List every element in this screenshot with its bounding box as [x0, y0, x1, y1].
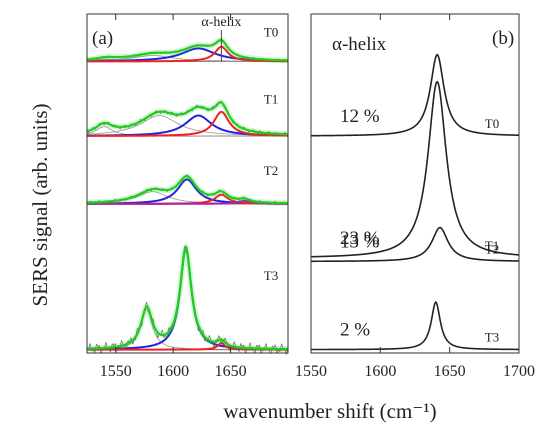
trace-label-t1: T1: [264, 92, 278, 107]
b-trace-label-t2: T2: [485, 241, 499, 256]
trace-label-t0: T0: [264, 25, 278, 40]
band-t3-1642: [87, 342, 288, 351]
panel-b-frame: [310, 13, 520, 354]
panel-b-traces: [310, 53, 520, 351]
panel-b-title: α-helix: [332, 34, 387, 55]
panel-b: 1550 1600 1650 1700 (b) α-helix T0 12 % T1 23 …: [295, 13, 535, 380]
b-trace-label-t0: T0: [485, 116, 499, 131]
b-percent-t0: 12 %: [340, 106, 380, 127]
trace-t0: [86, 37, 289, 64]
b-trace-label-t3: T3: [485, 330, 499, 345]
b-percent-t1: 23 %: [340, 228, 380, 249]
panel-a-trace-labels: T0 T1 T2 T3: [264, 25, 278, 283]
panel-a-frame: [86, 13, 289, 354]
a-tick-label-1650: 1650: [215, 363, 247, 380]
trace-t2: [86, 173, 289, 207]
b-percent-t3: 2 %: [340, 320, 370, 341]
trace-t1: [86, 99, 289, 138]
a-tick-label-1600: 1600: [157, 363, 189, 380]
envelope-t0: [86, 38, 289, 62]
envelope-t3: [86, 245, 289, 351]
band-t1-1540: [86, 126, 288, 137]
b-tick-label-1650: 1650: [434, 363, 466, 380]
panel-b-label: (b): [492, 28, 514, 49]
panel-b-trace-labels: T0 12 % T1 23 % T2 13 % T3 2 %: [340, 106, 499, 345]
trace-label-t2: T2: [264, 163, 278, 178]
b-tick-label-1700: 1700: [503, 363, 535, 380]
b-tick-label-1550: 1550: [295, 363, 327, 380]
a-tick-label-1550: 1550: [100, 363, 132, 380]
panel-a-label: (a): [92, 28, 113, 49]
panel-a: 1550 1600 1650 (a) α-helix T0 T1 T2 T3: [86, 13, 289, 380]
band-t1-1642: [87, 110, 289, 137]
panel-b-x-ticks: 1550 1600 1650 1700: [295, 14, 535, 380]
y-axis-label: SERS signal (arb. units): [28, 103, 52, 306]
envelope-t1: [86, 101, 289, 136]
b-trace-t1: [310, 80, 520, 258]
envelope-t2: [86, 175, 289, 205]
band-t0-1642: [87, 45, 288, 63]
b-trace-label-t1: T1: [485, 238, 499, 253]
b-trace-t2: [311, 226, 520, 263]
alpha-helix-annotation: α-helix: [201, 15, 241, 30]
x-axis-label: wavenumber shift (cm⁻¹): [223, 399, 436, 423]
panel-a-traces: [86, 30, 289, 356]
b-trace-t3: [311, 300, 519, 351]
b-tick-label-1600: 1600: [364, 363, 396, 380]
panel-a-x-ticks: 1550 1600 1650: [100, 14, 247, 380]
b-trace-t0: [310, 53, 520, 137]
envelope-glow-t3: [86, 242, 289, 353]
b-percent-t2: 13 %: [340, 231, 380, 252]
envelope-glow-t1: [86, 99, 289, 138]
trace-label-t3: T3: [264, 268, 278, 283]
trace-t3: [86, 242, 289, 356]
